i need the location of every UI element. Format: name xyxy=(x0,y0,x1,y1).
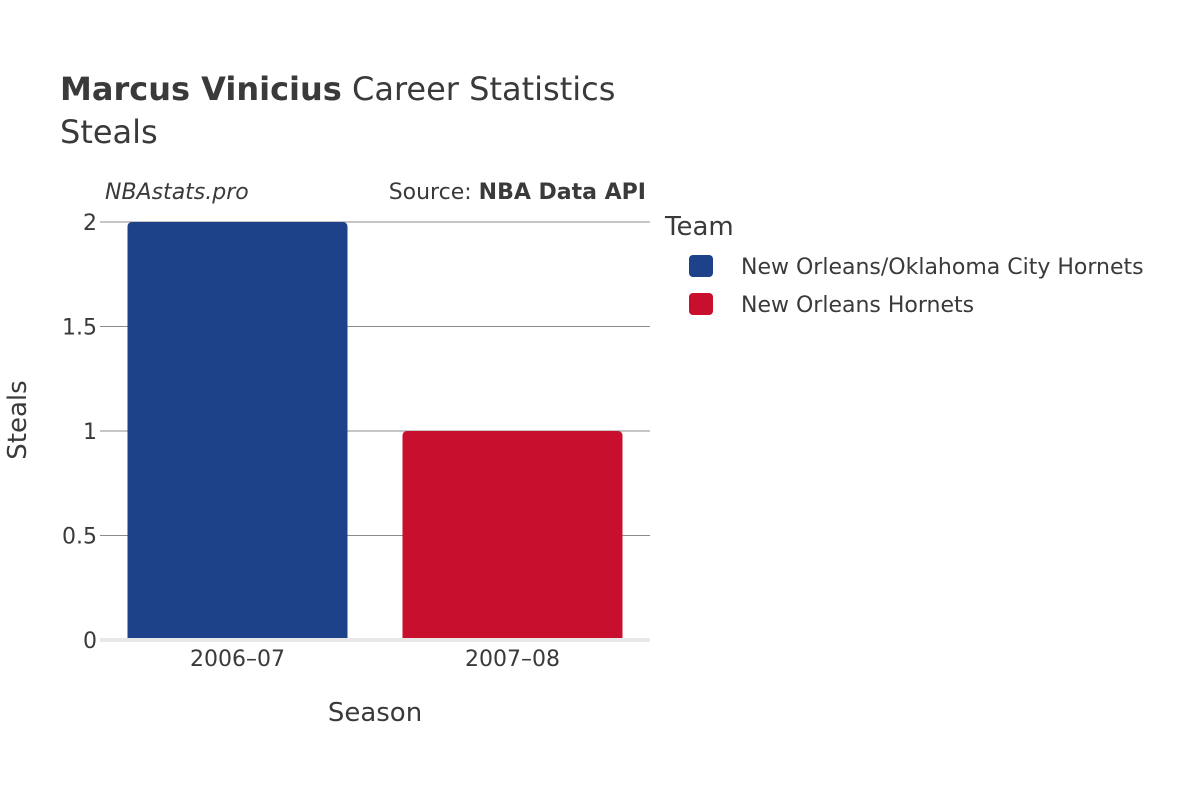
watermark: NBAstats.pro xyxy=(105,180,249,205)
y-tick-label: 1 xyxy=(83,420,97,445)
title-suffix: Career Statistics xyxy=(342,70,616,108)
x-axis-title: Season xyxy=(328,698,422,728)
legend-label: New Orleans Hornets xyxy=(741,293,974,318)
x-tick-label: 2006–07 xyxy=(190,647,285,672)
legend-label: New Orleans/Oklahoma City Hornets xyxy=(741,255,1144,280)
source-prefix: Source: xyxy=(389,180,479,205)
y-tick-label: 1.5 xyxy=(62,316,97,341)
legend-swatch xyxy=(689,293,713,315)
bar xyxy=(402,431,623,640)
legend: New Orleans/Oklahoma City Hornets New Orl… xyxy=(689,255,1144,318)
legend-swatch xyxy=(689,255,713,277)
y-tick-label: 2 xyxy=(83,211,97,236)
bars xyxy=(127,222,623,640)
chart-subtitle: Steals xyxy=(60,113,158,151)
x-tick-labels: 2006–07 2007–08 xyxy=(190,647,560,672)
y-tick-labels: 0 0.5 1 1.5 2 xyxy=(62,211,97,654)
source-credit: Source: NBA Data API xyxy=(389,180,646,205)
chart-title: Marcus Vinicius Career Statistics xyxy=(60,70,615,108)
legend-title: Team xyxy=(664,212,734,242)
y-axis-title: Steals xyxy=(3,380,33,459)
player-name: Marcus Vinicius xyxy=(60,70,342,108)
bar xyxy=(127,222,348,640)
y-tick-label: 0.5 xyxy=(62,525,97,550)
x-tick-label: 2007–08 xyxy=(465,647,560,672)
y-tick-label: 0 xyxy=(83,629,97,654)
source-name: NBA Data API xyxy=(479,180,646,205)
